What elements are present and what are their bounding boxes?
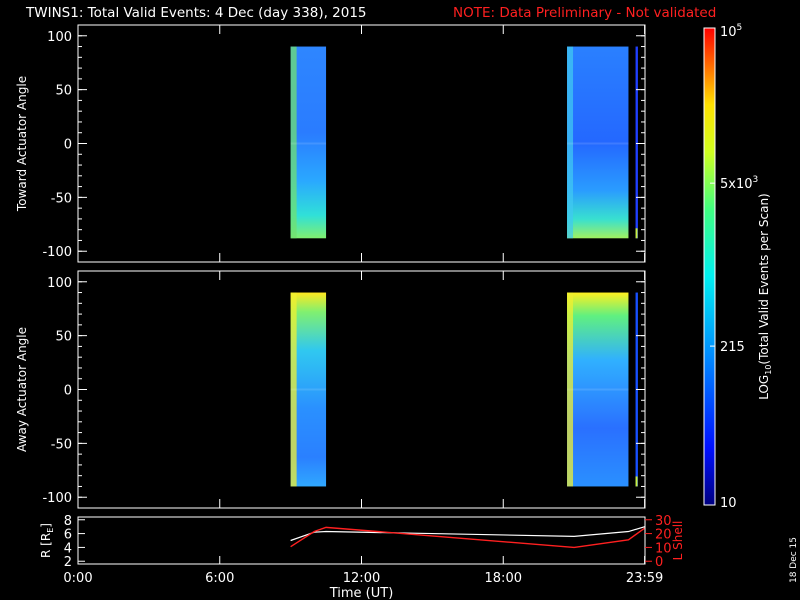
away-zero-seam [567,388,629,391]
colorbar-tick-exp: 5 [737,23,743,33]
ephemeris-ytick-right-label: 10 [655,541,672,556]
toward-ytick-label: -50 [51,191,72,206]
away-edge-strip [567,292,574,487]
colorbar-label-sub: 10 [764,365,773,375]
colorbar-label: LOG10(Total Valid Events per Scan) [757,193,773,400]
toward-ytick-label: 50 [55,84,72,99]
ephemeris-ytick-right-label: 20 [655,528,672,543]
xtick-label: 12:00 [343,571,380,586]
colorbar-tick-exp: 3 [753,175,759,185]
colorbar-tick-label: 215 [720,340,745,355]
chart-title: TWINS1: Total Valid Events: 4 Dec (day 3… [26,5,367,21]
away-ylabel: Away Actuator Angle [15,327,29,452]
away-ytick-label: 100 [47,276,72,291]
away-data-block [567,292,629,487]
ephemeris-ytick-right-label: 30 [655,514,672,529]
toward-frame [77,24,646,263]
away-edge-tip [635,476,638,487]
lshell-series-line [290,526,646,549]
toward-zero-seam [567,142,629,145]
ephemeris-lines [290,526,646,549]
ephemeris-ylabel-left: R [RE] [39,523,55,558]
xtick-label: 0:00 [63,571,92,586]
away-ytick-label: 50 [55,330,72,345]
toward-zero-seam [290,142,327,145]
ephemeris-ylabel-right: L Shell [671,521,685,561]
away-edge-strip [290,292,297,487]
xtick-label: 6:00 [205,571,234,586]
away-frame [77,270,646,509]
xtick-label: 18:00 [485,571,522,586]
x-axis-label: Time (UT) [329,586,394,600]
preliminary-note: NOTE: Data Preliminary - Not validated [453,5,717,21]
heatmap-layer [290,46,638,487]
colorbar-tick-label: 10 [720,496,737,511]
away-zero-seam [290,388,327,391]
ephemeris-ytick-left-label: 8 [64,514,72,529]
toward-edge-strip [290,46,297,239]
toward-edge-strip [567,46,574,239]
colorbar-tick-label: 105 [720,23,742,40]
ephemeris-ytick-right-label: 0 [655,555,663,570]
ephemeris-ytick-left-label: 2 [64,555,72,570]
date-stamp: 18 Dec 15 [789,537,799,583]
toward-ytick-label: -100 [42,245,72,260]
toward-edge-tip [635,228,638,239]
toward-ytick-label: 0 [64,138,72,153]
toward-data-block [567,46,629,239]
ephemeris-ylabel-sub: E [46,528,55,533]
toward-data-block [635,46,638,239]
away-ytick-label: 0 [64,384,72,399]
colorbar-tick-label: 5x103 [720,175,758,192]
away-ytick-label: -100 [42,491,72,506]
toward-ytick-label: 100 [47,30,72,45]
ephemeris-ytick-left-label: 6 [64,528,72,543]
axes-layer [77,24,716,565]
away-ytick-label: -50 [51,437,72,452]
colorbar [703,27,716,506]
colorbar-label-rest: (Total Valid Events per Scan) [757,193,771,364]
xtick-label: 23:59 [626,571,663,586]
ephemeris-ylabel-bracket: ] [39,523,53,528]
toward-ylabel: Toward Actuator Angle [15,76,29,212]
ephemeris-ytick-left-label: 4 [64,541,72,556]
